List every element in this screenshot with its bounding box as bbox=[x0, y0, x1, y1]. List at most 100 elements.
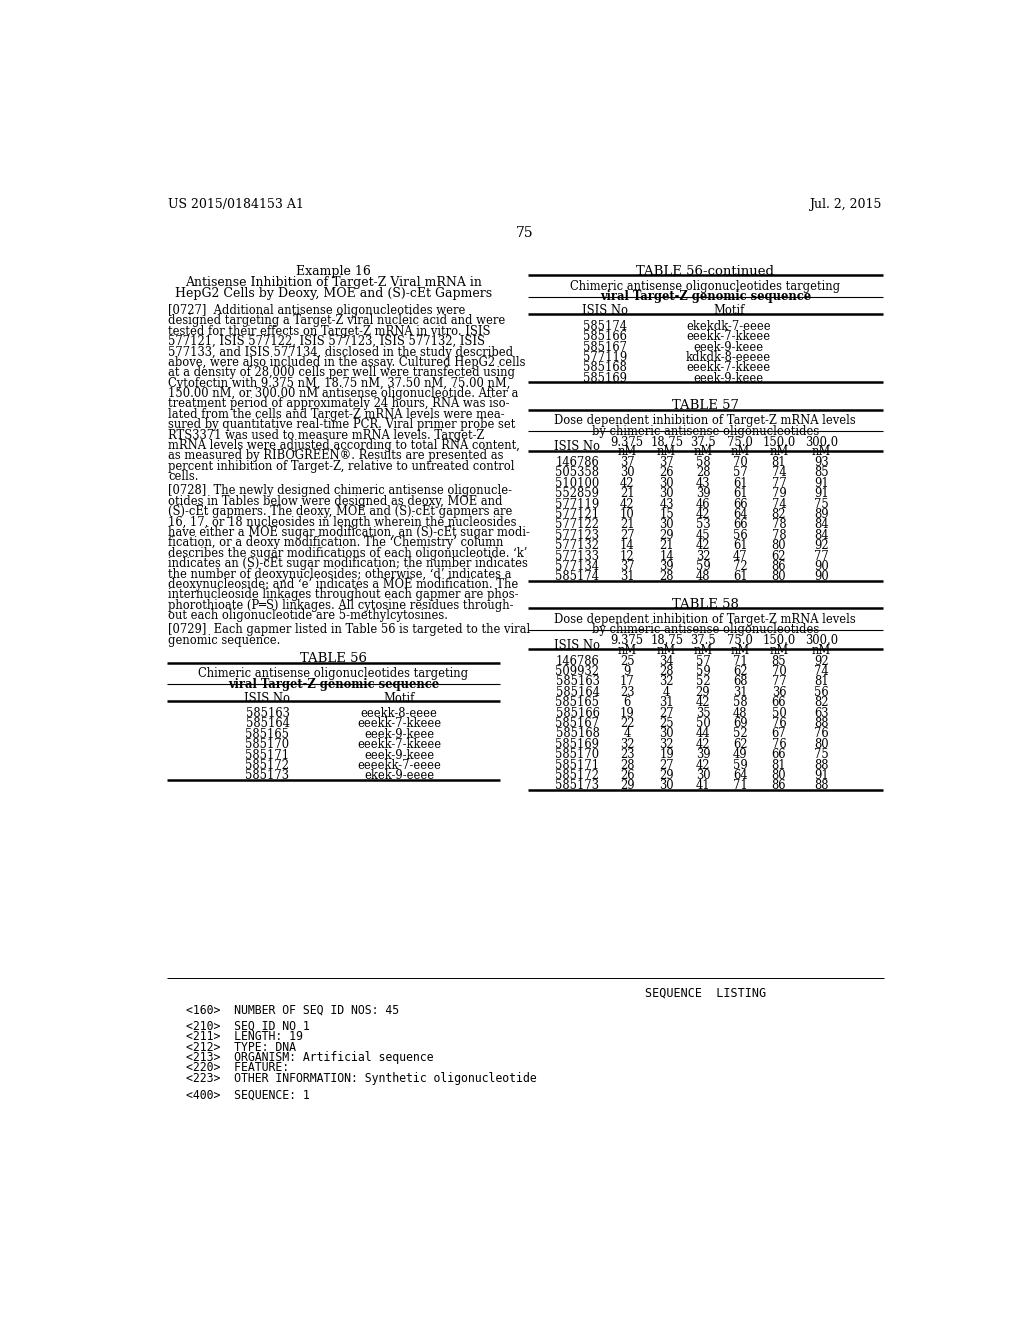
Text: 56: 56 bbox=[814, 686, 829, 698]
Text: 21: 21 bbox=[620, 487, 635, 500]
Text: 29: 29 bbox=[695, 686, 711, 698]
Text: <212>  TYPE: DNA: <212> TYPE: DNA bbox=[186, 1040, 296, 1053]
Text: 85: 85 bbox=[814, 466, 829, 479]
Text: 52: 52 bbox=[695, 676, 711, 689]
Text: 585167: 585167 bbox=[583, 341, 627, 354]
Text: 585165: 585165 bbox=[246, 727, 290, 741]
Text: ISIS No: ISIS No bbox=[555, 639, 600, 652]
Text: 585171: 585171 bbox=[555, 759, 600, 772]
Text: <211>  LENGTH: 19: <211> LENGTH: 19 bbox=[186, 1030, 303, 1043]
Text: 505358: 505358 bbox=[555, 466, 599, 479]
Text: indicates an (S)-cEt sugar modification; the number indicates: indicates an (S)-cEt sugar modification;… bbox=[168, 557, 528, 570]
Text: 42: 42 bbox=[695, 696, 711, 709]
Text: 25: 25 bbox=[659, 717, 674, 730]
Text: nM: nM bbox=[769, 644, 788, 657]
Text: 58: 58 bbox=[695, 455, 711, 469]
Text: 21: 21 bbox=[659, 539, 674, 552]
Text: 30: 30 bbox=[659, 519, 674, 532]
Text: 84: 84 bbox=[814, 519, 828, 532]
Text: 585168: 585168 bbox=[556, 727, 599, 741]
Text: Motif: Motif bbox=[384, 692, 415, 705]
Text: 53: 53 bbox=[695, 519, 711, 532]
Text: 61: 61 bbox=[733, 477, 748, 490]
Text: 300.0: 300.0 bbox=[805, 436, 839, 449]
Text: <220>  FEATURE:: <220> FEATURE: bbox=[186, 1061, 289, 1074]
Text: 585163: 585163 bbox=[556, 676, 599, 689]
Text: 78: 78 bbox=[772, 529, 786, 541]
Text: 52: 52 bbox=[733, 727, 748, 741]
Text: <160>  NUMBER OF SEQ ID NOS: 45: <160> NUMBER OF SEQ ID NOS: 45 bbox=[186, 1003, 399, 1016]
Text: 32: 32 bbox=[695, 549, 711, 562]
Text: 28: 28 bbox=[695, 466, 711, 479]
Text: 150.0: 150.0 bbox=[763, 635, 796, 647]
Text: 585170: 585170 bbox=[246, 738, 290, 751]
Text: 77: 77 bbox=[772, 477, 786, 490]
Text: by chimeric antisense oligonucleotides: by chimeric antisense oligonucleotides bbox=[592, 425, 819, 438]
Text: 45: 45 bbox=[695, 529, 711, 541]
Text: 93: 93 bbox=[814, 455, 829, 469]
Text: 76: 76 bbox=[772, 738, 786, 751]
Text: 88: 88 bbox=[814, 759, 828, 772]
Text: Dose dependent inhibition of Target-Z mRNA levels: Dose dependent inhibition of Target-Z mR… bbox=[555, 612, 856, 626]
Text: 82: 82 bbox=[772, 508, 786, 521]
Text: nM: nM bbox=[812, 644, 831, 657]
Text: 585171: 585171 bbox=[246, 748, 290, 762]
Text: 64: 64 bbox=[733, 508, 748, 521]
Text: 57: 57 bbox=[733, 466, 748, 479]
Text: eeekk-7-kkeee: eeekk-7-kkeee bbox=[686, 362, 771, 375]
Text: Dose dependent inhibition of Target-Z mRNA levels: Dose dependent inhibition of Target-Z mR… bbox=[555, 414, 856, 428]
Text: 39: 39 bbox=[695, 748, 711, 762]
Text: 90: 90 bbox=[814, 560, 829, 573]
Text: 12: 12 bbox=[620, 549, 635, 562]
Text: eeekk-7-kkeee: eeekk-7-kkeee bbox=[686, 330, 771, 343]
Text: 23: 23 bbox=[620, 748, 634, 762]
Text: describes the sugar modifications of each oligonucleotide. ‘k’: describes the sugar modifications of eac… bbox=[168, 546, 527, 560]
Text: 67: 67 bbox=[772, 727, 786, 741]
Text: nM: nM bbox=[617, 644, 637, 657]
Text: 26: 26 bbox=[659, 466, 674, 479]
Text: 69: 69 bbox=[733, 717, 748, 730]
Text: 14: 14 bbox=[620, 539, 635, 552]
Text: 29: 29 bbox=[620, 779, 635, 792]
Text: mRNA levels were adjusted according to total RNA content,: mRNA levels were adjusted according to t… bbox=[168, 440, 520, 451]
Text: 49: 49 bbox=[733, 748, 748, 762]
Text: 50: 50 bbox=[772, 706, 786, 719]
Text: 577133, and ISIS 577134, disclosed in the study described: 577133, and ISIS 577134, disclosed in th… bbox=[168, 346, 513, 359]
Text: 37: 37 bbox=[659, 455, 674, 469]
Text: 88: 88 bbox=[814, 717, 828, 730]
Text: eeek-9-keee: eeek-9-keee bbox=[693, 372, 764, 384]
Text: 75.0: 75.0 bbox=[727, 436, 754, 449]
Text: 577119: 577119 bbox=[583, 351, 627, 364]
Text: 66: 66 bbox=[772, 696, 786, 709]
Text: 78: 78 bbox=[772, 519, 786, 532]
Text: 81: 81 bbox=[772, 759, 786, 772]
Text: Jul. 2, 2015: Jul. 2, 2015 bbox=[809, 198, 882, 211]
Text: 585169: 585169 bbox=[555, 738, 599, 751]
Text: 585165: 585165 bbox=[555, 696, 599, 709]
Text: 30: 30 bbox=[659, 477, 674, 490]
Text: 509932: 509932 bbox=[555, 665, 599, 678]
Text: (S)-cEt gapmers. The deoxy, MOE and (S)-cEt gapmers are: (S)-cEt gapmers. The deoxy, MOE and (S)-… bbox=[168, 506, 513, 519]
Text: eeek-9-keee: eeek-9-keee bbox=[693, 341, 764, 354]
Text: 50: 50 bbox=[695, 717, 711, 730]
Text: nM: nM bbox=[693, 644, 713, 657]
Text: 30: 30 bbox=[659, 487, 674, 500]
Text: tested for their effects on Target-Z mRNA in vitro. ISIS: tested for their effects on Target-Z mRN… bbox=[168, 325, 490, 338]
Text: ekekdk-7-eeee: ekekdk-7-eeee bbox=[686, 319, 771, 333]
Text: 577123: 577123 bbox=[555, 529, 599, 541]
Text: 91: 91 bbox=[814, 477, 829, 490]
Text: 80: 80 bbox=[772, 770, 786, 781]
Text: 585164: 585164 bbox=[246, 718, 290, 730]
Text: fication, or a deoxy modification. The ‘Chemistry’ column: fication, or a deoxy modification. The ‘… bbox=[168, 536, 504, 549]
Text: eeekk-8-eeee: eeekk-8-eeee bbox=[360, 708, 437, 719]
Text: 577121, ISIS 577122, ISIS 577123, ISIS 577132, ISIS: 577121, ISIS 577122, ISIS 577123, ISIS 5… bbox=[168, 335, 485, 348]
Text: 44: 44 bbox=[695, 727, 711, 741]
Text: 26: 26 bbox=[620, 770, 634, 781]
Text: 32: 32 bbox=[659, 676, 674, 689]
Text: 59: 59 bbox=[733, 759, 748, 772]
Text: 37: 37 bbox=[620, 560, 635, 573]
Text: 27: 27 bbox=[659, 759, 674, 772]
Text: 42: 42 bbox=[620, 498, 634, 511]
Text: 32: 32 bbox=[620, 738, 634, 751]
Text: eeeekk-7-eeee: eeeekk-7-eeee bbox=[357, 759, 441, 772]
